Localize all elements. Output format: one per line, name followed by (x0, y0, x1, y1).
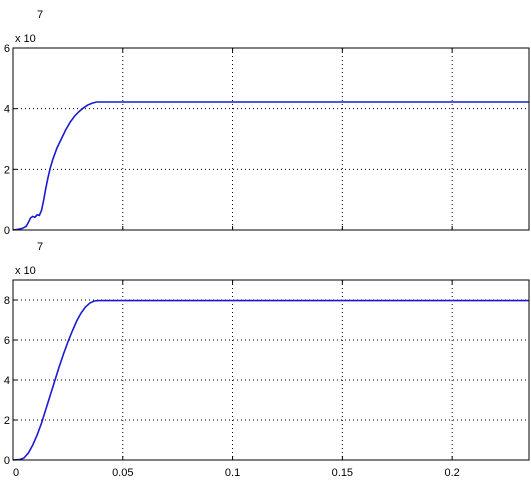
plot-area (13, 48, 529, 230)
y-multiplier-exponent: 7 (37, 241, 43, 253)
y-tick-label: 2 (4, 415, 10, 427)
y-tick-label: 4 (4, 375, 10, 387)
bottom-plot: 0 2 4 6 8 0 0.05 0.1 0.15 0.2 x 107 (4, 241, 530, 479)
x-tick-label: 0.05 (112, 467, 133, 479)
y-tick-label: 8 (4, 295, 10, 307)
y-tick-label: 4 (4, 104, 10, 116)
x-tick-label: 0.2 (445, 467, 460, 479)
series-line (12, 101, 529, 231)
series-line (12, 299, 529, 461)
y-multiplier-exponent: 7 (37, 9, 43, 21)
y-tick-label: 2 (4, 164, 10, 176)
y-tick-label: 6 (4, 335, 10, 347)
axes-box (12, 279, 530, 461)
axes-box (12, 47, 530, 231)
top-plot: 0 2 4 6 x 107 (4, 9, 530, 237)
y-multiplier-base: x 10 (15, 265, 36, 277)
y-tick-label: 0 (4, 455, 10, 467)
y-multiplier-base: x 10 (15, 33, 36, 45)
y-tick-label: 0 (4, 225, 10, 237)
x-tick-label: 0.1 (225, 467, 240, 479)
y-tick-label: 6 (4, 43, 10, 55)
x-tick-label: 0 (13, 467, 19, 479)
plot-area (13, 280, 529, 460)
x-tick-label: 0.15 (332, 467, 353, 479)
